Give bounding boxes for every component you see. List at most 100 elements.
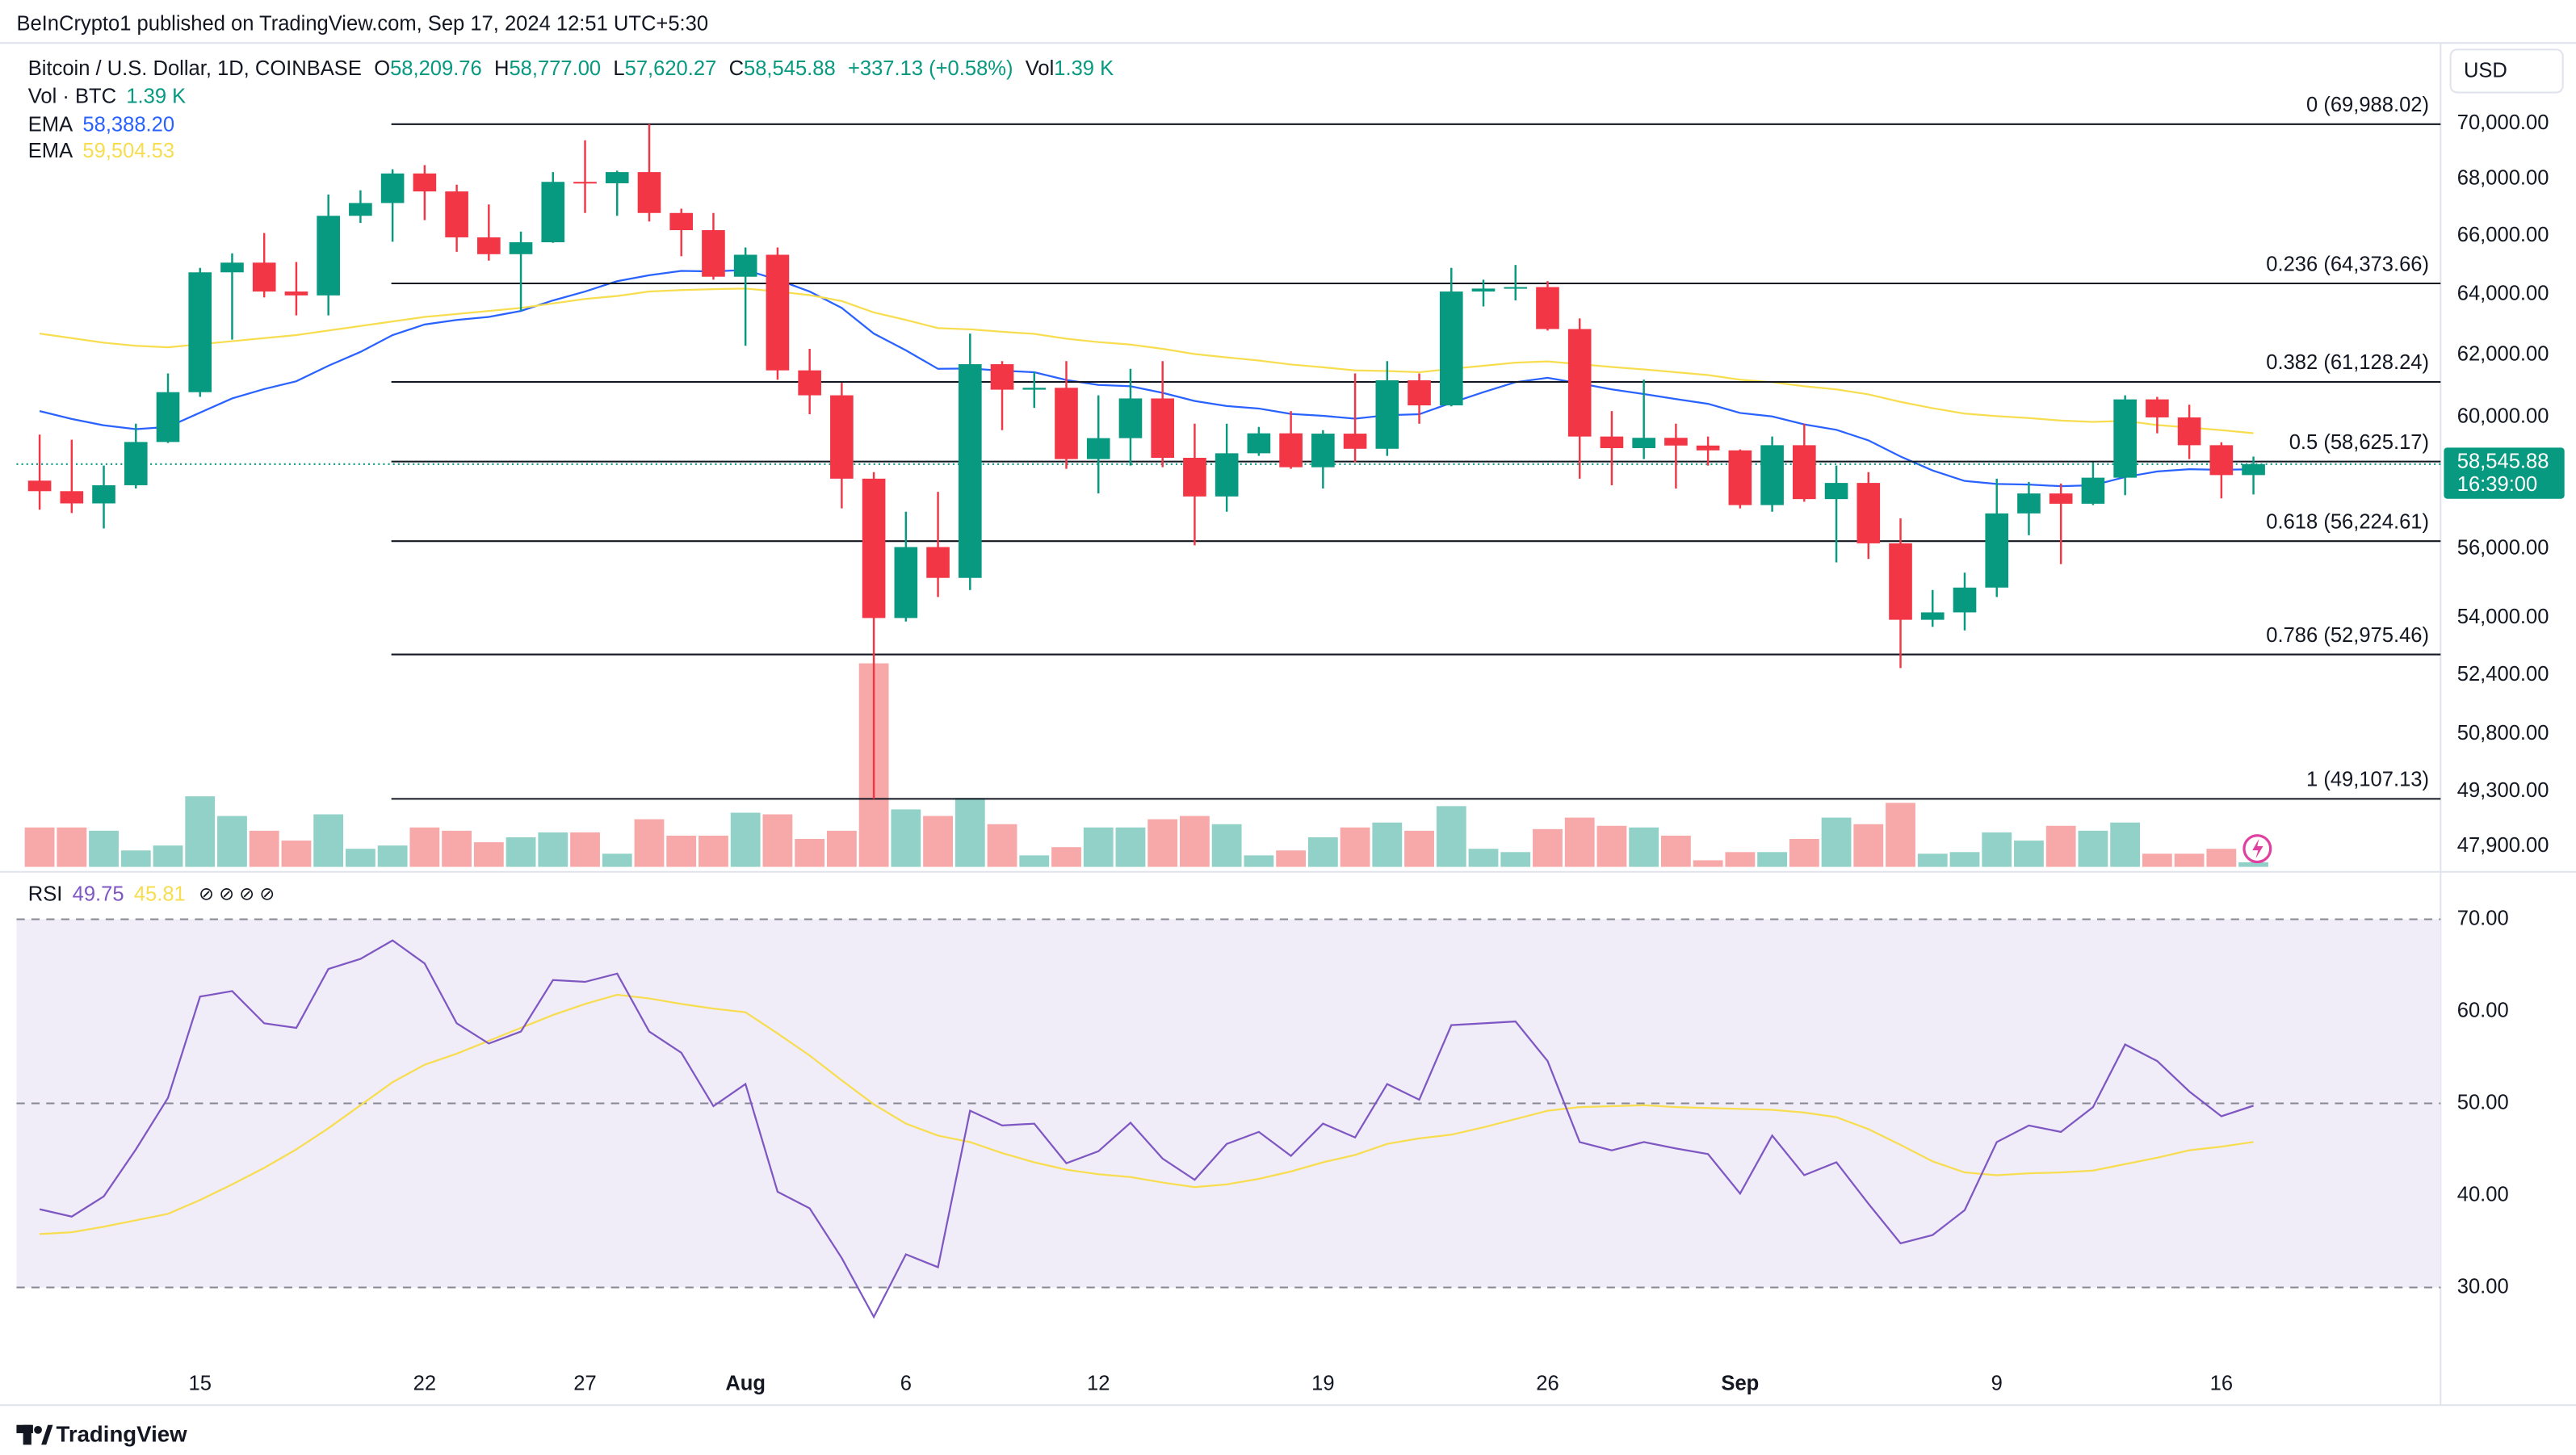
fib-label: 1 (49,107.13) (2306, 769, 2429, 791)
candle-body (1824, 483, 1848, 500)
currency[interactable]: USD (2464, 60, 2507, 82)
candle-body (2081, 477, 2105, 504)
candle-body (1920, 612, 1945, 620)
volume-bar (1693, 860, 1723, 867)
volume-bar (2174, 853, 2205, 867)
candle-body (1439, 291, 1463, 406)
candle-body (156, 392, 180, 442)
volume-bar (1276, 850, 1307, 867)
published-note: BeInCrypto1 published on TradingView.com… (16, 12, 708, 35)
fib-label: 0.382 (61,128.24) (2266, 351, 2429, 374)
candle-body (702, 230, 725, 277)
volume-bar (1725, 852, 1756, 867)
volume-bar (1051, 847, 1081, 867)
y-tick-label: 54,000.00 (2457, 606, 2549, 628)
candle-body (2017, 493, 2041, 514)
candle-body (1343, 434, 1367, 449)
candle-body (1311, 434, 1335, 468)
candle-body (2177, 417, 2201, 446)
volume-bar (1340, 827, 1370, 867)
candle-body (188, 272, 212, 392)
fib-label: 0.618 (56,224.61) (2266, 510, 2429, 533)
legend-value: 49.75 (73, 883, 124, 905)
volume-bar (987, 824, 1017, 867)
volume-bar (1307, 837, 1338, 867)
legend-flags: ⊘ ⊘ ⊘ ⊘ (199, 883, 275, 904)
candle-body (1504, 287, 1528, 289)
legend-ema: EMA 58,388.20 (28, 113, 174, 136)
candle-body (477, 237, 501, 254)
volume-bar (473, 842, 504, 867)
volume-bar (506, 837, 536, 867)
volume-bar (795, 839, 825, 867)
currency-box[interactable] (2449, 48, 2564, 94)
volume-bar (249, 830, 279, 867)
volume-bar (538, 832, 568, 867)
volume-bar (1372, 822, 1403, 867)
ohlc-key: L (613, 57, 624, 80)
x-tick-label: 27 (573, 1372, 596, 1394)
x-tick-label: 9 (1991, 1372, 2003, 1394)
volume-bar (2078, 830, 2108, 867)
candle-body (1567, 329, 1592, 437)
y-tick-label: 50,800.00 (2457, 722, 2549, 744)
volume-bar (1886, 803, 1915, 867)
candle-body (1664, 438, 1688, 446)
volume-bar (377, 845, 408, 867)
candle-body (1793, 445, 1816, 500)
candle-body (1889, 543, 1912, 620)
candle-body (1536, 287, 1559, 329)
y-tick-label: 68,000.00 (2457, 167, 2549, 190)
candle-body (124, 442, 148, 485)
candle-body (220, 262, 244, 273)
x-tick-label: 15 (189, 1372, 212, 1394)
volume-bar (185, 796, 216, 867)
legend-name: EMA (28, 140, 73, 162)
ohlc-key: O (374, 57, 390, 80)
candle-body (1600, 436, 1624, 448)
volume-bar (1853, 824, 1884, 867)
volume-bar (153, 845, 183, 867)
x-tick-label: Aug (725, 1372, 766, 1394)
ohlc-value: 57,620.27 (625, 57, 717, 80)
candle-body (894, 547, 918, 618)
candle-body (1055, 388, 1078, 459)
candle-body (92, 484, 115, 504)
candle-body (349, 203, 372, 216)
volume-bar (699, 835, 728, 867)
candle-body (990, 364, 1014, 390)
candle-body (1086, 438, 1110, 459)
volume-bar (730, 812, 761, 867)
candle-body (1632, 438, 1655, 448)
volume-bar (1564, 817, 1595, 867)
candle-body (1985, 513, 2009, 588)
volume-bar (666, 835, 697, 867)
candle-body (2146, 399, 2169, 417)
ohlc-key: H (494, 57, 509, 80)
candle-body (1279, 433, 1303, 468)
legend-name: EMA (28, 113, 73, 136)
plot-layer: 0 (69,988.02) 0.236 (64,373.66) 0.382 (61,… (16, 94, 2565, 1394)
x-tick-label: 19 (1311, 1372, 1334, 1394)
alert-icon-bolt (2252, 838, 2263, 859)
x-tick-label: 12 (1087, 1372, 1110, 1394)
volume-bar (954, 798, 985, 867)
logo-part (23, 1424, 31, 1445)
volume-bar (826, 830, 857, 867)
candle-body (2113, 399, 2137, 478)
header-line: Bitcoin / U.S. Dollar, 1D, COINBASE O58,… (28, 57, 1114, 80)
candle-body (862, 478, 886, 618)
logo-part (34, 1425, 42, 1434)
candle-body (1118, 398, 1143, 438)
volume-bar (602, 853, 632, 867)
x-tick-label: 6 (900, 1372, 912, 1394)
y-tick-label: 60.00 (2457, 999, 2509, 1021)
candle-body (1953, 587, 1977, 613)
volume-bar (1468, 849, 1499, 867)
y-tick-label: 70.00 (2457, 907, 2509, 929)
candle-body (926, 547, 950, 578)
countdown: 16:39:00 (2457, 473, 2537, 496)
candle-body (1375, 380, 1399, 449)
volume-bar (1244, 855, 1274, 867)
